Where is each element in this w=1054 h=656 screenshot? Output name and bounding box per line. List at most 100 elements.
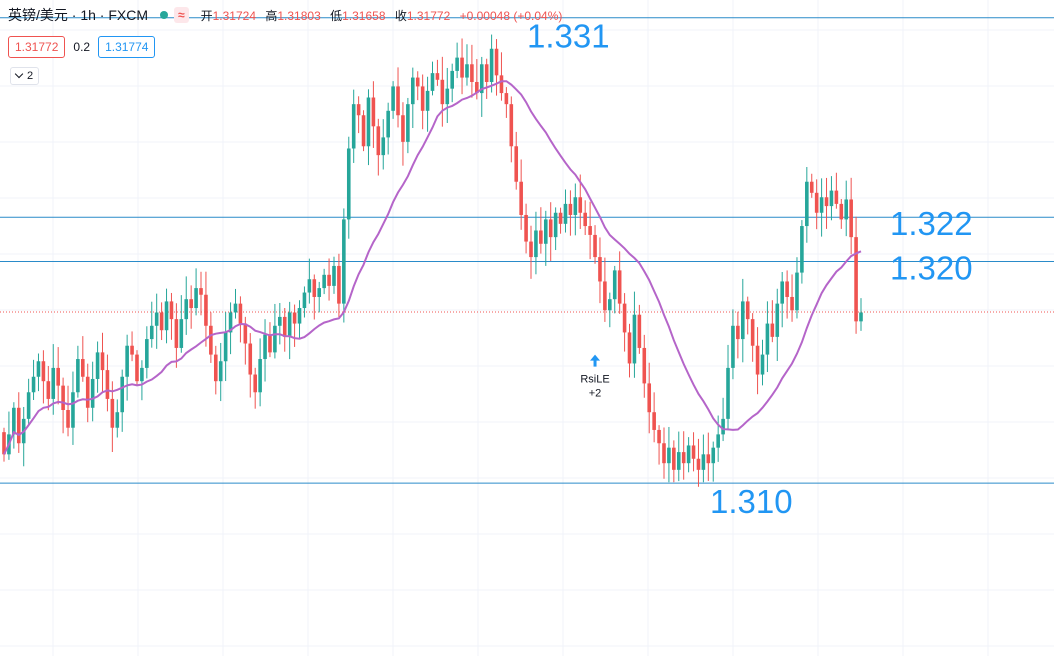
candle-body	[302, 292, 307, 309]
candle-body	[593, 234, 597, 258]
chevron-down-icon	[14, 69, 24, 79]
candle-body	[179, 319, 184, 348]
candle-body	[410, 77, 415, 105]
candle-body	[519, 181, 523, 215]
candle-body	[681, 452, 686, 464]
candle-body	[243, 323, 248, 344]
candle-body	[420, 86, 425, 111]
buy-button[interactable]: 1.31774	[98, 36, 156, 58]
candle-body	[332, 265, 336, 286]
candle-body	[149, 325, 154, 340]
candle-body	[736, 325, 740, 340]
candle-body	[504, 93, 509, 105]
candle-body	[627, 332, 632, 364]
candle-body	[248, 343, 253, 375]
candle-body	[125, 345, 129, 377]
candle-body	[145, 339, 149, 368]
symbol-title[interactable]: 英镑/美元 · 1h · FXCM	[8, 7, 149, 23]
candle-body	[297, 308, 302, 324]
candle-body	[750, 319, 755, 346]
candle-body	[199, 288, 203, 295]
candle-body	[465, 64, 469, 78]
candle-body	[81, 359, 85, 377]
level-labels: 1.331 1.322 1.320 1.310	[527, 18, 973, 520]
candle-body	[839, 203, 844, 220]
candle-body	[484, 64, 489, 82]
change-value: +0.00048 (+0.04%)	[459, 8, 563, 23]
close-label: 收	[394, 8, 407, 23]
candle-body	[115, 412, 120, 428]
candle-body	[499, 75, 504, 94]
candle-body	[213, 354, 218, 382]
candle-body	[849, 199, 853, 238]
candle-body	[2, 432, 6, 455]
candle-body	[120, 376, 125, 413]
candle-body	[745, 301, 750, 320]
candle-body	[184, 299, 189, 320]
candle-body	[278, 316, 282, 326]
candle-body	[105, 370, 110, 399]
candle-body	[66, 410, 70, 428]
candle-body	[780, 281, 784, 304]
indicator-toggle-button[interactable]: 2	[10, 67, 40, 85]
level-label: 1.322	[890, 205, 973, 242]
candle-body	[637, 314, 642, 348]
rsi-signal-marker[interactable]: RsiLE +2	[580, 354, 610, 400]
candle-body	[854, 237, 858, 322]
candle-body	[701, 454, 706, 470]
candle-body	[90, 378, 95, 408]
candle-body	[292, 312, 297, 324]
candle-body	[608, 299, 612, 311]
candle-body	[470, 64, 474, 82]
candle-body	[652, 412, 656, 430]
candle-body	[16, 407, 21, 444]
close-value: 1.31772	[406, 8, 451, 23]
candle-body	[489, 48, 494, 82]
candle-body	[563, 203, 568, 224]
open-label: 开	[200, 8, 213, 23]
sell-button[interactable]: 1.31772	[8, 36, 66, 58]
candle-body	[790, 296, 794, 311]
candle-body	[223, 332, 228, 362]
indicator-count: 2	[27, 70, 34, 82]
candle-body	[209, 325, 213, 355]
candle-body	[662, 443, 666, 464]
candle-body	[356, 104, 361, 116]
candle-body	[568, 203, 573, 215]
candle-body	[740, 301, 745, 340]
candle-body	[312, 279, 317, 297]
candle-body	[824, 197, 829, 207]
candle-body	[430, 73, 435, 91]
low-label: 低	[330, 8, 343, 23]
candle-body	[164, 301, 169, 331]
candle-body	[667, 447, 671, 464]
candle-body	[800, 226, 804, 273]
level-label: 1.331	[527, 18, 610, 55]
candle-body	[317, 288, 322, 297]
level-label: 1.310	[710, 483, 793, 520]
candle-body	[617, 270, 622, 304]
candle-body	[450, 70, 455, 89]
moving-average-line	[3, 80, 862, 455]
candle-body	[775, 303, 780, 337]
candle-body	[194, 288, 198, 309]
candle-body	[834, 190, 839, 204]
candle-body	[612, 270, 617, 300]
candle-body	[140, 367, 144, 382]
candle-body	[622, 303, 627, 333]
candle-body	[721, 418, 725, 435]
spread-value: 0.2	[73, 40, 91, 54]
candle-body	[509, 104, 514, 147]
candle-body	[169, 301, 174, 320]
candle-body	[588, 226, 592, 235]
high-label: 高	[265, 8, 278, 23]
candle-body	[573, 197, 578, 215]
candle-body	[524, 214, 528, 242]
candle-body	[598, 257, 602, 282]
candle-body	[711, 447, 716, 464]
candle-body	[100, 352, 105, 371]
candle-body	[770, 323, 775, 337]
data-badge[interactable]: ≈	[174, 7, 189, 23]
candle-body	[233, 303, 238, 313]
